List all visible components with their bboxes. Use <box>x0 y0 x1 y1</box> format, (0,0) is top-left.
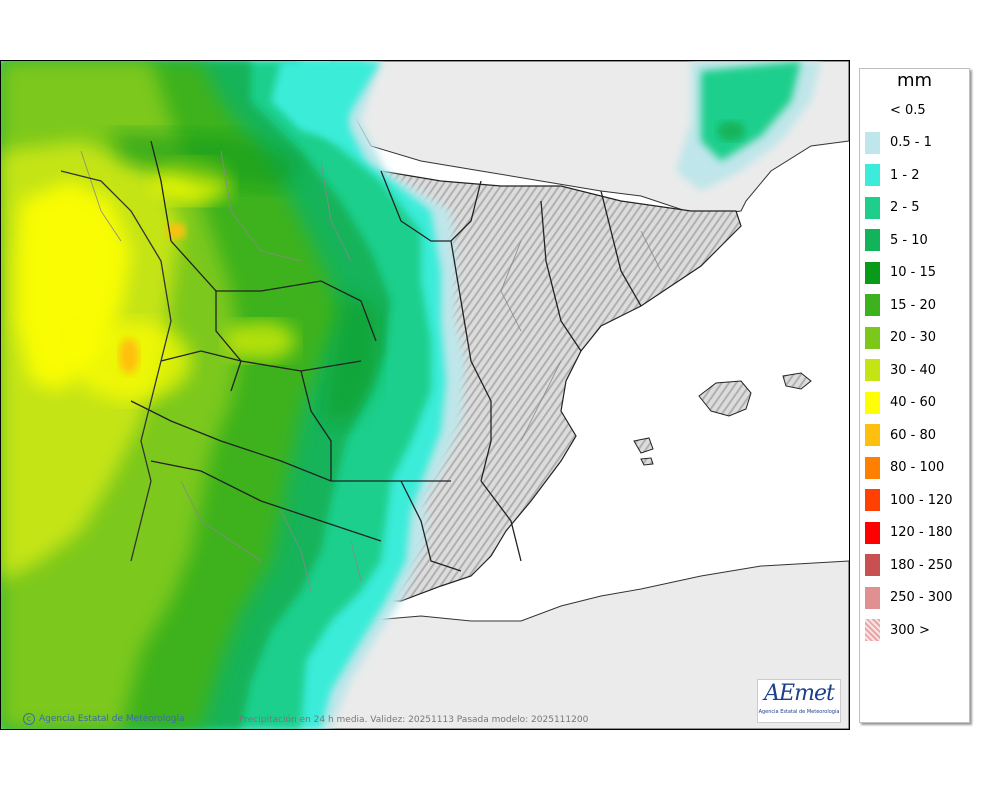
legend-item: 60 - 80 <box>865 424 936 446</box>
legend-swatch <box>865 326 880 349</box>
legend-item: 1 - 2 <box>865 164 920 186</box>
legend-swatch <box>865 489 880 511</box>
aemet-logo-subtitle: Agencia Estatal de Meteorología <box>758 709 840 715</box>
legend-swatch <box>865 391 880 414</box>
legend-label: 15 - 20 <box>890 297 937 313</box>
aemet-logo: AEmet Agencia Estatal de Meteorología <box>757 679 841 723</box>
legend-item: < 0.5 <box>865 99 926 121</box>
legend-item: 2 - 5 <box>865 196 920 219</box>
legend-label: 180 - 250 <box>890 557 953 573</box>
legend-item: 250 - 300 <box>865 586 953 609</box>
agency-credit-text: Agencia Estatal de Meteorología <box>39 714 185 724</box>
legend-item: 10 - 15 <box>865 261 937 284</box>
aemet-logo-mark: AEmet <box>764 681 835 706</box>
map-caption: Precipitación en 24 h media. Validez: 20… <box>239 715 589 725</box>
legend-swatch <box>865 261 880 284</box>
legend-swatch <box>865 131 880 154</box>
legend-item: 120 - 180 <box>865 521 953 544</box>
legend-label: 60 - 80 <box>890 427 937 443</box>
legend-item: 300 > <box>865 619 930 641</box>
legend-swatch <box>865 586 880 609</box>
legend-label: 20 - 30 <box>890 330 937 345</box>
legend-item: 40 - 60 <box>865 391 937 414</box>
legend-label: 80 - 100 <box>890 460 945 475</box>
legend-swatch <box>865 554 880 576</box>
legend-swatch <box>865 521 880 544</box>
map-canvas <box>1 61 849 729</box>
legend-label: 0.5 - 1 <box>890 135 932 150</box>
legend-item: 20 - 30 <box>865 326 937 349</box>
region-borders <box>130 140 642 572</box>
province-borders <box>80 150 662 592</box>
precipitation-map: c Agencia Estatal de Meteorología Precip… <box>0 60 850 730</box>
legend-swatch <box>865 229 880 251</box>
legend-item: 15 - 20 <box>865 294 936 316</box>
legend-unit: mm <box>896 70 933 91</box>
legend-label: 30 - 40 <box>890 362 937 378</box>
legend-item: 30 - 40 <box>865 359 936 381</box>
legend-item: 80 - 100 <box>865 456 945 479</box>
legend-label: 120 - 180 <box>890 525 953 540</box>
legend-label: 100 - 120 <box>890 492 953 508</box>
legend-swatch <box>865 424 880 446</box>
legend-item: 5 - 10 <box>865 229 928 251</box>
legend-swatch <box>865 99 880 121</box>
legend-label: 40 - 60 <box>890 395 937 410</box>
legend-swatch <box>865 359 880 381</box>
portugal-border <box>60 170 172 562</box>
legend-label: 2 - 5 <box>890 200 920 215</box>
legend-label: 250 - 300 <box>890 590 953 605</box>
legend-label: 5 - 10 <box>890 232 928 248</box>
legend-swatch <box>865 164 880 186</box>
balearic-islands <box>633 372 812 466</box>
precipitation-legend: mm < 0.5 0.5 - 1 1 - 2 2 - 5 5 - 10 10 - 15 15… <box>859 68 970 723</box>
legend-swatch <box>865 294 880 316</box>
legend-swatch <box>865 196 880 219</box>
agency-credit: c Agencia Estatal de Meteorología <box>23 713 185 725</box>
legend-item: 0.5 - 1 <box>865 131 932 154</box>
legend-label: < 0.5 <box>890 102 926 118</box>
copyright-icon: c <box>23 713 35 725</box>
legend-swatch <box>865 456 880 479</box>
legend-item: 100 - 120 <box>865 489 953 511</box>
legend-label: 300 > <box>890 622 930 638</box>
legend-item: 180 - 250 <box>865 554 953 576</box>
legend-label: 1 - 2 <box>890 167 920 183</box>
legend-label: 10 - 15 <box>890 265 937 280</box>
legend-swatch <box>865 619 880 641</box>
